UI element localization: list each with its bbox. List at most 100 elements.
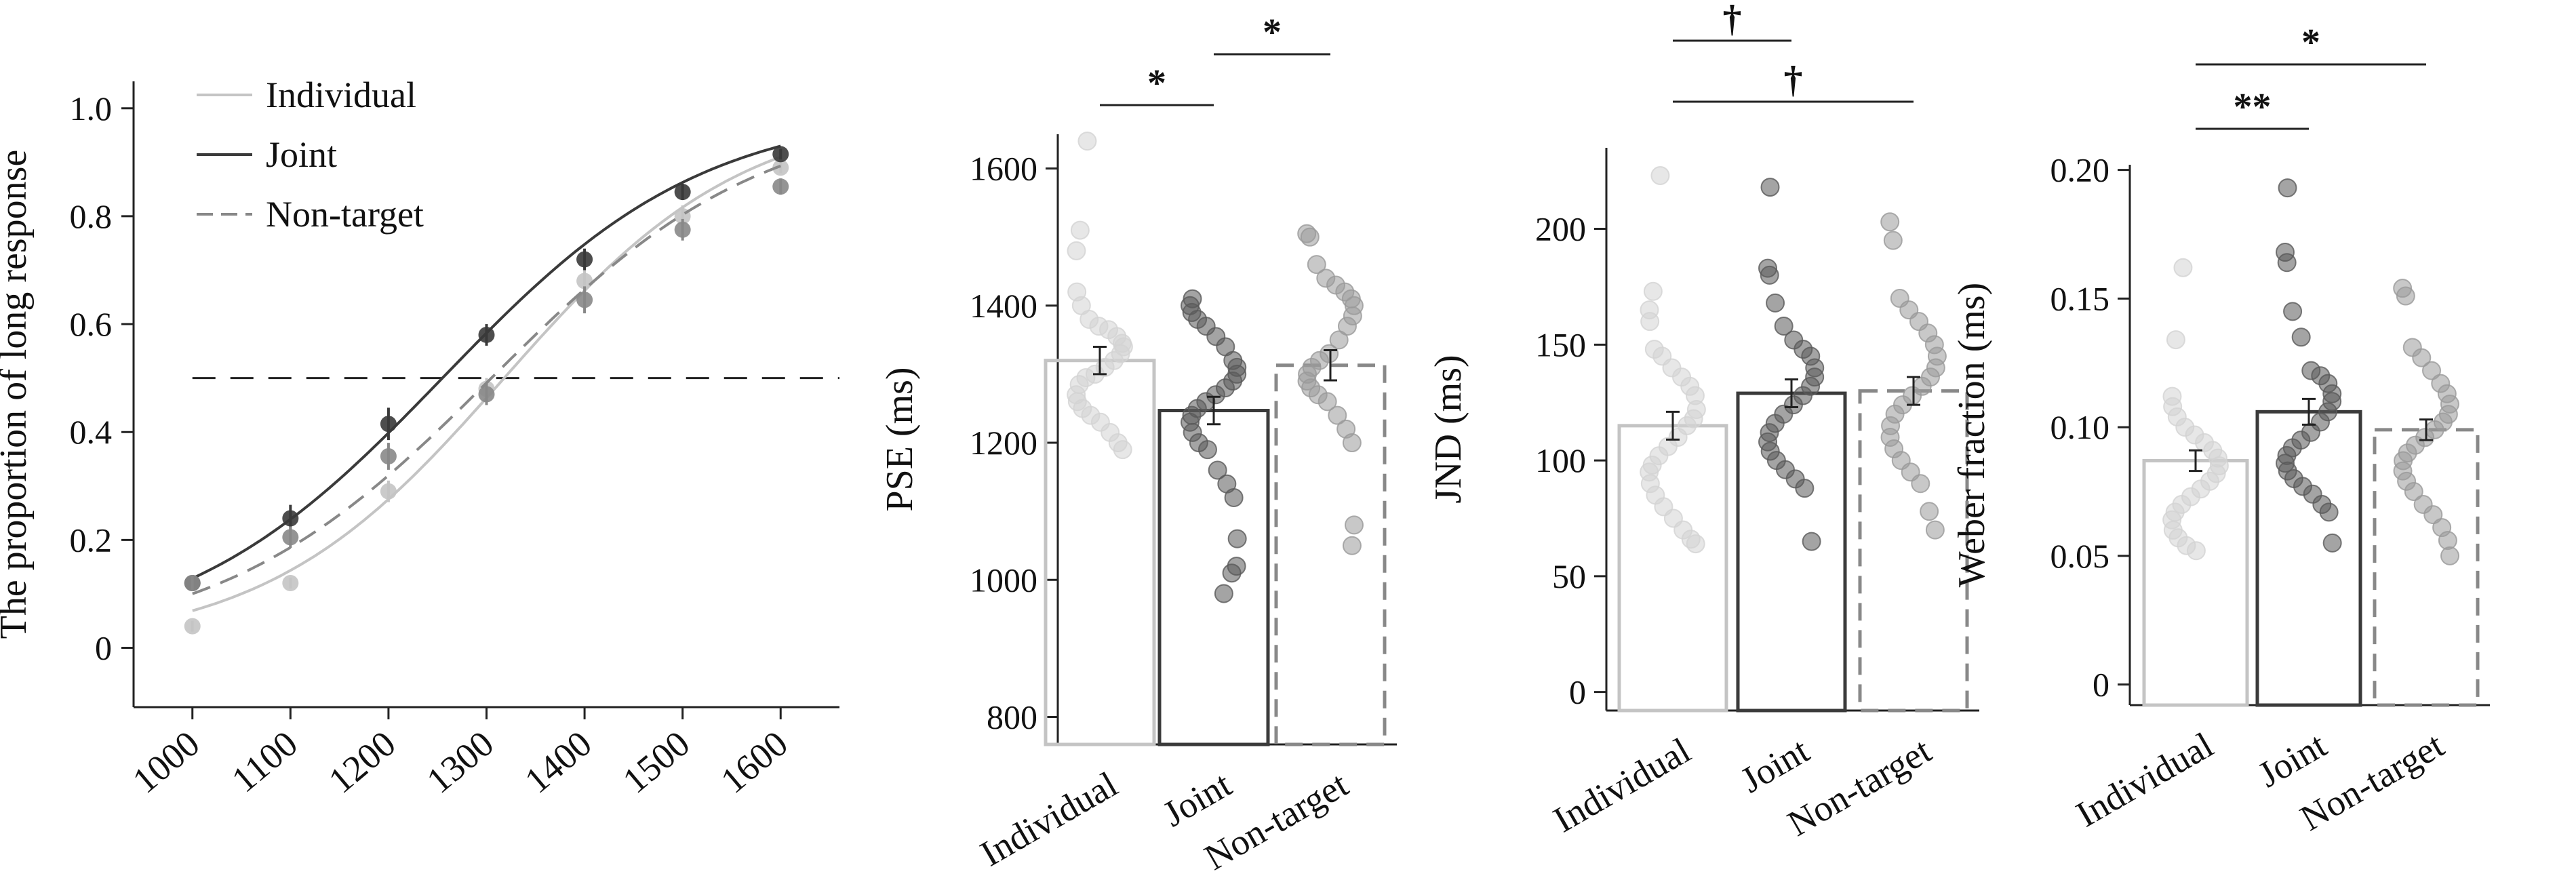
data-point-joint	[772, 146, 789, 163]
participant-point	[2278, 178, 2297, 198]
legend-label: Individual	[266, 75, 416, 115]
bar-non-target	[1274, 363, 1387, 746]
data-point-individual	[380, 483, 397, 500]
y-tick-label: 0.6	[70, 305, 113, 343]
x-tick-label: Individual	[1547, 730, 1697, 840]
participant-point	[2412, 348, 2432, 367]
data-point-non-target	[184, 574, 201, 591]
participant-point	[2322, 533, 2342, 553]
participant-point	[1067, 241, 1086, 260]
participant-point	[1345, 515, 1364, 535]
y-axis-label: Weber fraction (ms)	[1951, 283, 1993, 588]
bar-non-target	[2373, 428, 2480, 707]
bar-joint	[1157, 409, 1270, 746]
y-tick-label: 50	[1552, 557, 1586, 595]
x-tick-label: 1200	[321, 723, 403, 801]
bar-joint	[2255, 410, 2362, 707]
y-tick-label: 1.0	[70, 89, 113, 127]
data-point-joint	[674, 184, 691, 201]
y-tick-label: 1400	[970, 287, 1037, 325]
participant-point	[2404, 481, 2423, 501]
participant-point	[2440, 546, 2459, 565]
participant-point	[2173, 258, 2193, 277]
y-tick-label: 0.8	[70, 197, 113, 235]
data-point-individual	[184, 618, 201, 635]
significance-marker: *	[2301, 22, 2320, 64]
y-tick-label: 800	[987, 698, 1037, 736]
bar-individual	[1617, 424, 1728, 713]
data-point-individual	[282, 574, 299, 591]
significance-marker: *	[1147, 62, 1166, 104]
y-tick-label: 0.10	[2050, 408, 2110, 446]
y-tick-label: 0.05	[2050, 537, 2110, 575]
participant-point	[1317, 392, 1337, 412]
pse-panel: 800 1000 1200 1400 1600 PSE (ms) Individual Joi…	[879, 12, 1397, 878]
participant-point	[1208, 460, 1227, 480]
participant-point	[1760, 265, 1779, 285]
x-tick-label: Individual	[974, 763, 1124, 874]
y-axis-label: The proportion of long response	[0, 150, 35, 639]
participant-point	[1774, 317, 1794, 336]
data-point-individual	[772, 159, 789, 176]
participant-point	[2396, 286, 2415, 306]
data-point-joint	[478, 326, 495, 343]
y-tick-label: 0.20	[2050, 151, 2110, 189]
participant-point	[1760, 178, 1780, 197]
data-point-joint	[576, 251, 593, 268]
x-tick-label: Joint	[1734, 730, 1816, 800]
participant-point	[1113, 440, 1132, 460]
data-point-non-target	[380, 448, 397, 465]
participant-point	[1222, 563, 1242, 583]
participant-point	[1328, 405, 1347, 425]
participant-point	[1342, 433, 1362, 453]
participant-point	[1070, 220, 1090, 240]
significance-marker: †	[1784, 59, 1803, 101]
y-tick-label: 100	[1535, 441, 1586, 479]
weber-fraction-panel: 0 0.05 0.10 0.15 0.20 Weber fraction (ms) Indi…	[1951, 22, 2490, 839]
y-axis-label: JND (ms)	[1427, 355, 1469, 503]
data-point-joint	[380, 416, 397, 433]
participant-point	[2421, 361, 2441, 380]
participant-point	[2166, 330, 2185, 350]
y-tick-label: 0.4	[70, 413, 113, 451]
significance-marker: **	[2234, 86, 2272, 128]
psychometric-panel: 0 0.2 0.4 0.6 0.8 1.0 1000 1100 1200 1300 1400 1500…	[0, 75, 839, 801]
x-tick-label: 1400	[517, 723, 599, 801]
participant-point	[1686, 534, 1705, 554]
data-point-non-target	[478, 386, 495, 403]
significance-marker: †	[1723, 0, 1742, 40]
significance-marker: *	[1263, 12, 1282, 54]
participant-point	[1643, 281, 1663, 301]
participant-point	[1214, 584, 1233, 603]
data-point-joint	[282, 510, 299, 527]
y-tick-label: 0.2	[70, 521, 113, 559]
x-tick-label: 1500	[615, 723, 697, 801]
participant-point	[1342, 536, 1362, 555]
bar-joint	[1736, 391, 1847, 713]
y-tick-label: 0	[2093, 666, 2109, 704]
y-tick-label: 1600	[970, 150, 1037, 188]
x-tick-label: 1300	[419, 723, 501, 801]
x-tick-label: Joint	[1156, 763, 1238, 834]
participant-point	[1883, 231, 1903, 250]
data-point-individual	[576, 273, 593, 290]
participant-point	[1077, 132, 1097, 151]
participant-point	[1920, 502, 1939, 521]
participant-point	[2186, 541, 2206, 561]
participant-point	[1766, 293, 1785, 313]
legend-label: Non-target	[266, 194, 424, 235]
participant-point	[2277, 253, 2297, 273]
participant-point	[2291, 327, 2311, 347]
participant-point	[1880, 212, 1900, 232]
y-tick-label: 0	[1569, 673, 1586, 711]
data-point-non-target	[282, 529, 299, 546]
participant-point	[1197, 440, 1217, 460]
y-tick-label: 150	[1535, 325, 1586, 363]
participant-point	[1650, 165, 1670, 185]
bar-non-target	[1858, 389, 1969, 713]
x-tick-label: 1100	[224, 723, 305, 800]
participant-point	[1329, 330, 1349, 350]
participant-point	[1795, 479, 1815, 498]
